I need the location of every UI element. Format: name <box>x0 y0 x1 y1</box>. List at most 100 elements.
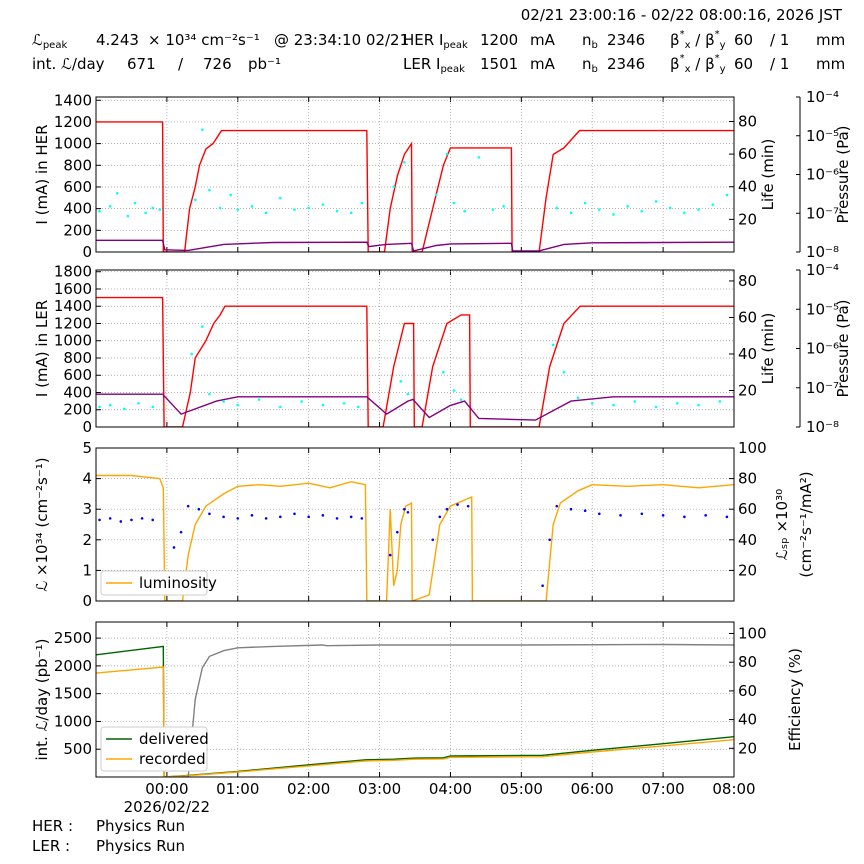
y-tick-label: 800 <box>63 156 92 174</box>
panel: 00:00 01:00 02:00 03:00 04:00 05:00 06:00 07:00… <box>33 621 804 816</box>
header-value: 671 <box>127 55 156 73</box>
data-point <box>697 403 700 407</box>
data-point <box>704 514 707 517</box>
data-point <box>640 209 644 213</box>
header-label: nb <box>582 31 598 51</box>
data-point <box>392 185 396 189</box>
data-point <box>144 211 147 215</box>
footer-text: Physics Run <box>96 817 185 835</box>
y2-tick-label: 20 <box>738 739 757 757</box>
x-tick-label: 01:00 <box>216 780 259 798</box>
y-tick-label: 4 <box>82 470 92 488</box>
data-point <box>208 392 211 396</box>
series-line <box>187 643 734 777</box>
data-point <box>463 209 466 213</box>
y-tick-label: 1200 <box>54 113 92 131</box>
x-tick-label: 05:00 <box>500 780 543 798</box>
data-point <box>466 504 470 508</box>
y3-tick-label: 10⁻⁶ <box>806 166 839 184</box>
header-value: pb⁻¹ <box>248 55 281 73</box>
header-label: β*x / β*y <box>670 53 726 75</box>
data-point <box>725 515 729 519</box>
y2-tick-label: 80 <box>738 112 757 130</box>
y-tick-label: 2000 <box>54 657 92 675</box>
y3-tick-label: 10⁻⁴ <box>806 261 839 279</box>
y-tick-label: 0 <box>82 243 92 261</box>
y3-tick-label: 10⁻⁸ <box>806 243 839 261</box>
data-point <box>126 214 130 218</box>
data-point <box>502 205 505 208</box>
subscript: peak <box>43 40 68 51</box>
y2-tick-label: 40 <box>738 345 757 363</box>
header-label: ℒpeak <box>32 31 67 51</box>
label-part: n <box>582 55 592 73</box>
plot-area <box>96 474 734 601</box>
data-point <box>197 507 201 511</box>
subscript: peak <box>440 64 465 75</box>
data-point <box>307 206 310 210</box>
data-point <box>279 405 282 409</box>
y-tick-label: 1400 <box>54 91 92 109</box>
legend-label: delivered <box>139 730 209 748</box>
header-value: 1501 <box>480 55 518 73</box>
y2-tick-label: 40 <box>738 711 757 729</box>
supscript: * <box>715 53 720 64</box>
y3-tick-label: 10⁻⁴ <box>806 88 839 106</box>
y2-tick-label: 20 <box>738 381 757 399</box>
legend-label: recorded <box>139 750 206 768</box>
x-tick-label: 07:00 <box>641 780 684 798</box>
data-point <box>360 201 364 205</box>
y-tick-label: 0 <box>82 592 92 610</box>
data-point <box>250 514 254 517</box>
y2-tick-label: 80 <box>738 470 757 488</box>
series-line <box>96 121 734 252</box>
footer-text: HER : <box>32 817 73 835</box>
header-value: / <box>178 55 184 73</box>
data-point <box>360 517 364 520</box>
subscript: x <box>685 40 691 51</box>
y3-axis-title: Pressure (Pa) <box>834 125 852 223</box>
data-point <box>718 400 722 403</box>
data-point <box>349 515 353 519</box>
y-axis-title: I (mA) in LER <box>33 300 51 397</box>
data-point <box>98 405 101 409</box>
header-label: nb <box>582 55 598 75</box>
plot-frame <box>95 269 735 428</box>
data-point <box>133 201 137 205</box>
subscript: y <box>720 40 726 51</box>
subscript: peak <box>443 40 468 51</box>
header-value: 2346 <box>607 55 645 73</box>
data-point <box>190 352 193 356</box>
data-point <box>356 405 360 409</box>
y3-tick-label: 10⁻⁵ <box>806 300 839 318</box>
footer-text: Physics Run <box>96 837 185 855</box>
data-point <box>406 510 410 514</box>
header-value: 1200 <box>480 31 518 49</box>
data-point <box>399 380 403 383</box>
supscript: * <box>715 29 720 40</box>
y-tick-label: 2500 <box>54 629 92 647</box>
data-point <box>697 208 700 211</box>
data-point <box>119 520 123 523</box>
data-point <box>279 196 282 200</box>
data-point <box>654 200 658 203</box>
data-point <box>342 401 346 405</box>
data-point <box>612 403 615 407</box>
data-point <box>459 398 463 401</box>
y2-tick-label: 60 <box>738 145 757 163</box>
data-point <box>264 211 268 215</box>
subscript: x <box>685 64 691 75</box>
data-point <box>555 504 559 508</box>
y-tick-label: 400 <box>63 383 92 401</box>
header-value: 726 <box>203 55 232 73</box>
data-point <box>151 405 155 409</box>
x-tick-label: 08:00 <box>712 780 755 798</box>
y2-tick-label: 60 <box>738 500 757 518</box>
data-point <box>349 211 353 215</box>
y-tick-label: 500 <box>63 740 92 758</box>
x-tick-label: 04:00 <box>429 780 472 798</box>
y2-axis-title: (cm⁻²s⁻¹/mA²) <box>797 471 815 577</box>
